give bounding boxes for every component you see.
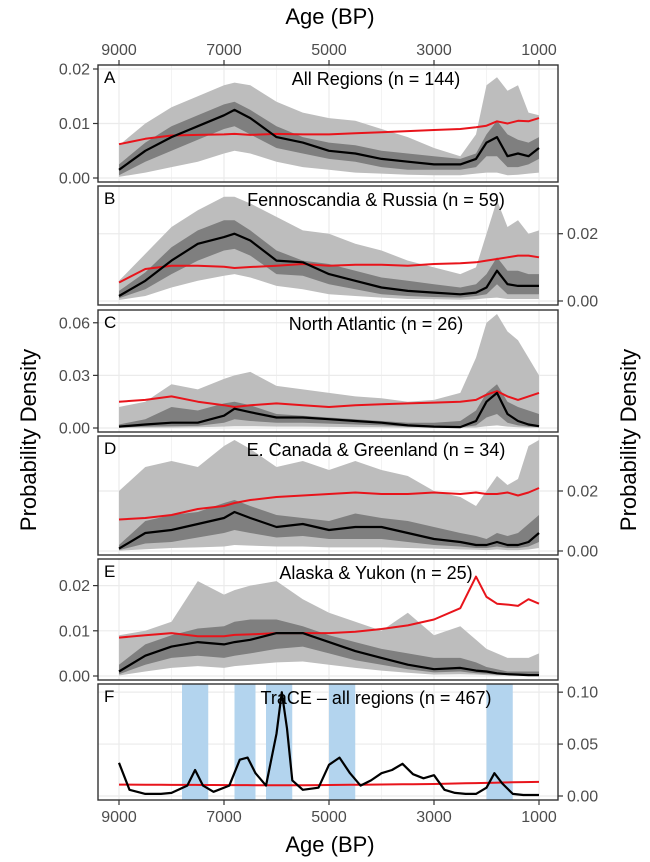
y-tick-label: 0.01 [59, 623, 90, 640]
y-axis-left: 0.00 0.01 0.02 [59, 62, 98, 188]
red-series-line [118, 254, 540, 284]
red-series-line [119, 780, 540, 787]
panel-title: Fennoscandia & Russia (n = 59) [247, 190, 505, 210]
inner-range-band [119, 619, 539, 676]
x-tick-label: 1000 [521, 42, 557, 59]
panel-frame [97, 309, 559, 433]
x-axis-title-bottom: Age (BP) [285, 832, 374, 857]
outer-range-band [119, 314, 539, 428]
shaded-interval [234, 684, 256, 800]
y-tick-label: 0.02 [59, 62, 90, 79]
y-tick-label: 0.02 [567, 226, 598, 243]
panel-title: TraCE – all regions (n = 467) [261, 688, 492, 708]
x-axis-bottom: 9000 7000 5000 3000 1000 [101, 800, 557, 826]
median-series-line [117, 691, 539, 797]
y-axis-right: 0.00 0.02 [558, 226, 598, 311]
shaded-interval [182, 684, 209, 800]
median-series-line [118, 391, 540, 429]
y-axis-right: 0.00 0.05 0.10 [558, 685, 598, 806]
red-series-line [118, 487, 540, 521]
x-tick-label: 7000 [206, 42, 242, 59]
panel-title: Alaska & Yukon (n = 25) [279, 563, 472, 583]
red-series-line [118, 390, 540, 408]
outer-range-band [119, 77, 539, 177]
inner-range-band [119, 500, 539, 551]
median-series-line [118, 232, 539, 297]
panel-b: B Fennoscandia & Russia (n = 59) 0.00 0.02 [97, 185, 598, 311]
panel-letter: A [104, 68, 116, 87]
y-tick-label: 0.00 [567, 544, 598, 561]
y-axis-right: 0.00 0.02 [558, 484, 598, 561]
panel-title: North Atlantic (n = 26) [289, 314, 464, 334]
red-series-line [118, 117, 540, 146]
panel-letter: F [104, 687, 114, 706]
x-tick-label: 5000 [311, 42, 347, 59]
y-tick-label: 0.10 [567, 685, 598, 702]
panel-letter: B [104, 189, 115, 208]
inner-range-band [119, 220, 539, 299]
panel-frame [97, 558, 559, 681]
x-axis-title-top: Age (BP) [285, 4, 374, 29]
y-axis-title-right: Probability Density [616, 349, 641, 531]
x-tick-label: 3000 [416, 42, 452, 59]
x-axis-top: 9000 7000 5000 3000 1000 [101, 42, 557, 65]
x-tick-label: 3000 [416, 809, 452, 826]
panel-letter: E [104, 562, 115, 581]
y-axis-left: 0.00 0.03 0.06 [59, 315, 98, 438]
panel-title: E. Canada & Greenland (n = 34) [247, 440, 506, 460]
median-series-line [118, 631, 539, 677]
panel-d: D E. Canada & Greenland (n = 34) 0.00 0.02 [97, 435, 598, 561]
chart-panels: A All Regions (n = 144) 0.00 0.01 0.02 B Fenno… [59, 62, 598, 806]
panel-frame [97, 435, 559, 556]
panel-a: A All Regions (n = 144) 0.00 0.01 0.02 [59, 62, 559, 188]
y-tick-label: 0.06 [59, 315, 90, 332]
y-tick-label: 0.05 [567, 737, 598, 754]
x-tick-label: 9000 [101, 42, 137, 59]
y-tick-label: 0.00 [59, 669, 90, 686]
shaded-interval [329, 684, 356, 800]
x-tick-label: 5000 [311, 809, 347, 826]
y-tick-label: 0.00 [567, 789, 598, 806]
panel-title: All Regions (n = 144) [292, 69, 461, 89]
panel-frame [97, 683, 559, 801]
panel-letter: C [104, 313, 116, 332]
median-series-line [118, 108, 540, 171]
panel-frame [97, 185, 559, 306]
panel-e: E Alaska & Yukon (n = 25) 0.00 0.01 0.02 [59, 558, 559, 686]
inner-range-band [119, 101, 539, 176]
x-tick-label: 7000 [206, 809, 242, 826]
median-series-line [118, 510, 540, 550]
panel-c: C North Atlantic (n = 26) 0.00 0.03 0.06 [59, 309, 559, 438]
red-series-line [118, 575, 540, 639]
y-tick-label: 0.00 [59, 421, 90, 438]
x-tick-label: 9000 [101, 809, 137, 826]
y-axis-left: 0.00 0.01 0.02 [59, 578, 98, 686]
panel-f: F TraCE – all regions (n = 467)0.000.050.… [97, 683, 598, 806]
y-tick-label: 0.01 [59, 116, 90, 133]
y-tick-label: 0.00 [59, 171, 90, 188]
y-tick-label: 0.02 [567, 484, 598, 501]
panel-letter: D [104, 439, 116, 458]
y-tick-label: 0.03 [59, 368, 90, 385]
x-tick-label: 1000 [521, 809, 557, 826]
y-tick-label: 0.02 [59, 578, 90, 595]
y-tick-label: 0.00 [567, 294, 598, 311]
y-axis-title-left: Probability Density [16, 349, 41, 531]
